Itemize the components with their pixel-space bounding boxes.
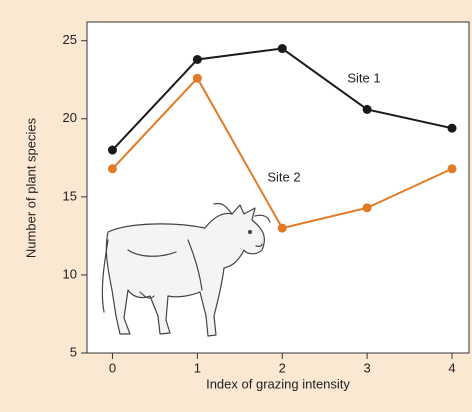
y-tick-label: 5 bbox=[70, 344, 77, 359]
y-tick-label: 20 bbox=[63, 110, 77, 125]
data-point bbox=[193, 55, 202, 64]
chart: Index of grazing intensity Number of pla… bbox=[0, 0, 472, 407]
y-tick-label: 10 bbox=[63, 266, 77, 281]
data-point bbox=[448, 164, 457, 173]
x-tick-label: 2 bbox=[279, 360, 286, 375]
y-axis-label: Number of plant species bbox=[23, 117, 38, 258]
x-tick-label: 4 bbox=[448, 360, 455, 375]
data-point bbox=[193, 74, 202, 83]
data-point bbox=[278, 44, 287, 53]
data-point bbox=[363, 203, 372, 212]
x-axis-label: Index of grazing intensity bbox=[206, 376, 350, 391]
x-tick-label: 1 bbox=[194, 360, 201, 375]
series-label: Site 1 bbox=[347, 70, 380, 85]
x-tick-label: 0 bbox=[109, 360, 116, 375]
data-point bbox=[278, 224, 287, 233]
x-tick-label: 3 bbox=[364, 360, 371, 375]
y-tick-label: 15 bbox=[63, 188, 77, 203]
data-point bbox=[363, 105, 372, 114]
data-point bbox=[108, 164, 117, 173]
data-point bbox=[108, 146, 117, 155]
data-point bbox=[448, 124, 457, 133]
series-label: Site 2 bbox=[267, 169, 300, 184]
y-tick-label: 25 bbox=[63, 32, 77, 47]
